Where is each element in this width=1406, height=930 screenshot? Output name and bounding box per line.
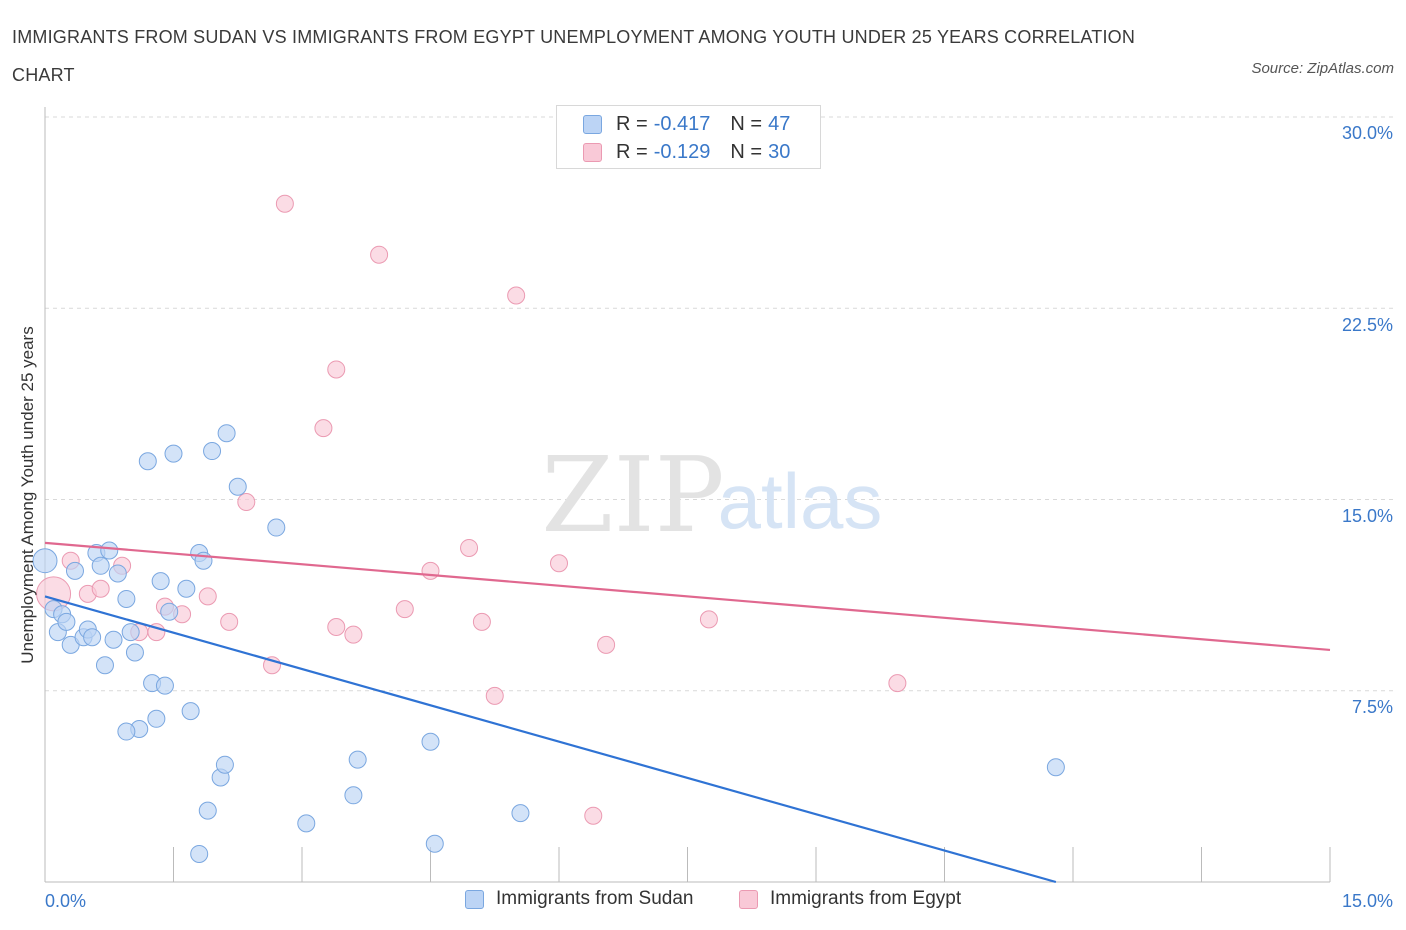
sudan-points: [32, 424, 1065, 863]
sudan-point: [217, 424, 236, 443]
y-tick-label: 30.0%: [1341, 123, 1393, 143]
sudan-point: [65, 561, 84, 580]
watermark-atlas: atlas: [718, 457, 883, 545]
bottom-legend-sudan: Immigrants from Sudan: [465, 888, 693, 910]
legend-r-label: R =: [616, 112, 648, 135]
sudan-point: [198, 801, 217, 820]
bottom-legend-egypt: Immigrants from Egypt: [739, 888, 961, 910]
egypt-point: [460, 538, 479, 557]
sudan-point: [121, 623, 140, 642]
stats-legend: R = -0.417 N = 47 R = -0.129 N = 30: [556, 105, 821, 169]
egypt-point: [344, 625, 363, 644]
legend-n-value-sudan: 47: [768, 112, 791, 135]
sudan-point: [117, 722, 136, 741]
x-tick-label: 0.0%: [45, 891, 87, 911]
sudan-point: [344, 786, 363, 805]
y-tick-label: 15.0%: [1341, 506, 1393, 526]
sudan-point: [125, 643, 144, 662]
egypt-point: [91, 579, 110, 598]
egypt-point: [699, 610, 718, 629]
x-tick-label: 15.0%: [1341, 891, 1393, 911]
egypt-point: [220, 612, 239, 631]
sudan-point: [348, 750, 367, 769]
sudan-point: [117, 589, 136, 608]
legend-swatch-sudan: [583, 114, 602, 134]
x-axis-ticks: [44, 847, 1331, 882]
sudan-point: [425, 834, 444, 853]
sudan-point: [160, 602, 179, 621]
egypt-point: [327, 360, 346, 379]
sudan-point: [228, 477, 247, 496]
sudan-point: [32, 548, 58, 574]
egypt-point: [198, 587, 217, 606]
sudan-point: [215, 755, 234, 774]
egypt-point: [507, 286, 526, 305]
sudan-point: [95, 656, 114, 675]
sudan-point: [164, 444, 183, 463]
egypt-point: [485, 686, 504, 705]
sudan-point: [190, 844, 209, 863]
egypt-point: [550, 554, 568, 573]
bottom-legend-swatch-sudan: [465, 889, 484, 909]
sudan-point: [203, 442, 222, 461]
sudan-point: [177, 579, 196, 598]
y-tick-label: 22.5%: [1341, 315, 1393, 335]
watermark-zip: ZIP: [541, 434, 724, 556]
egypt-point: [584, 806, 603, 825]
legend-swatch-egypt: [583, 142, 602, 162]
egypt-point: [314, 419, 333, 438]
sudan-point: [57, 612, 76, 631]
sudan-point: [147, 709, 166, 728]
sudan-point: [181, 702, 200, 721]
egypt-point: [237, 493, 256, 512]
sudan-point: [155, 676, 174, 695]
sudan-point: [108, 564, 127, 583]
sudan-point: [138, 452, 157, 471]
egypt-point: [327, 618, 346, 636]
sudan-point: [511, 804, 530, 823]
bottom-legend-swatch-egypt: [739, 889, 758, 909]
egypt-point: [370, 245, 389, 264]
grid-lines: [45, 116, 1395, 692]
egypt-point: [472, 612, 491, 631]
sudan-point: [83, 628, 102, 647]
sudan-point: [1046, 758, 1065, 777]
egypt-point: [147, 623, 166, 642]
y-tick-label: 7.5%: [1351, 697, 1393, 717]
bottom-legend-label-sudan: Immigrants from Sudan: [496, 888, 694, 909]
sudan-point: [100, 541, 119, 560]
sudan-point: [421, 732, 440, 751]
sudan-point: [91, 556, 110, 575]
legend-row-egypt: R = -0.129 N = 30: [583, 140, 790, 164]
sudan-point: [151, 572, 170, 591]
egypt-point: [395, 600, 414, 619]
egypt-point: [275, 194, 294, 213]
chart-title: IMMIGRANTS FROM SUDAN VS IMMIGRANTS FROM…: [12, 27, 1136, 85]
source-label: Source: ZipAtlas.com: [1251, 60, 1394, 77]
legend-r-value-egypt: -0.129: [653, 140, 711, 163]
legend-n-value-egypt: 30: [768, 140, 791, 163]
legend-r-value-sudan: -0.417: [653, 112, 711, 135]
egypt-trend-line: [44, 541, 1331, 652]
legend-n-label: N =: [730, 140, 763, 163]
sudan-point: [297, 814, 316, 833]
legend-row-sudan: R = -0.417 N = 47: [583, 112, 790, 136]
legend-r-label: R =: [616, 140, 648, 163]
legend-n-label: N =: [730, 112, 763, 135]
egypt-point: [888, 674, 907, 693]
egypt-point: [421, 561, 440, 580]
bottom-legend-label-egypt: Immigrants from Egypt: [770, 888, 962, 909]
sudan-point: [104, 630, 123, 649]
sudan-point: [267, 518, 286, 537]
y-axis-label: Unemployment Among Youth under 25 years: [18, 326, 37, 664]
trend-lines: [44, 541, 1331, 884]
egypt-point: [597, 635, 616, 654]
sudan-trend-line: [44, 595, 1057, 884]
